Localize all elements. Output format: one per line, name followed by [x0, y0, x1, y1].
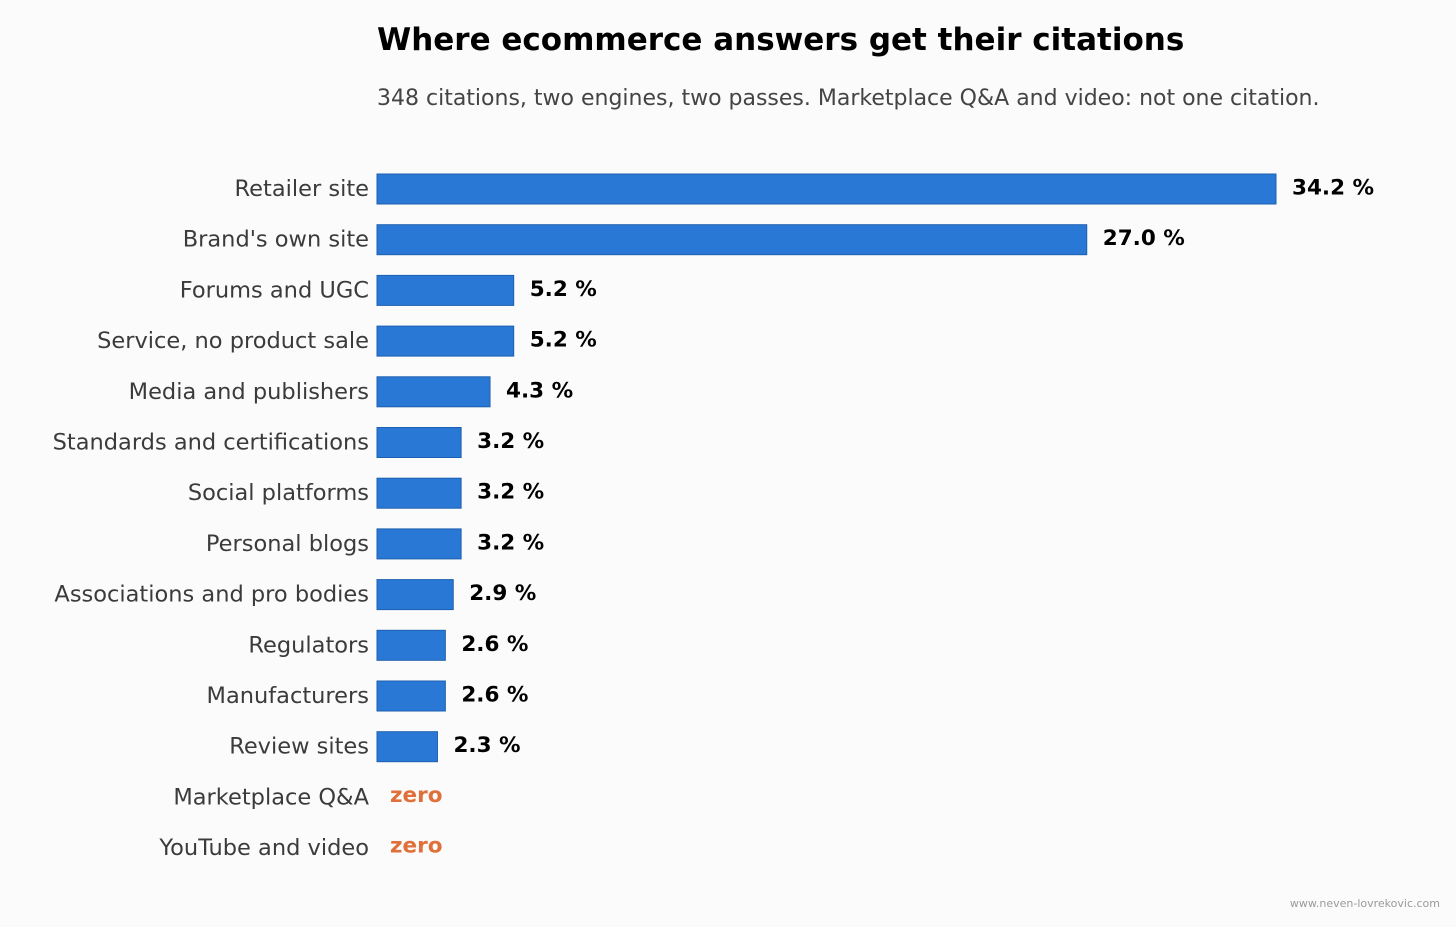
bar [376, 376, 491, 408]
category-label: Associations and pro bodies [54, 582, 369, 608]
bar [376, 528, 462, 560]
value-label: 5.2 % [530, 277, 597, 302]
category-label: Personal blogs [206, 531, 369, 557]
value-label: 3.2 % [477, 480, 544, 505]
category-label: Service, no product sale [97, 328, 369, 354]
chart-subtitle: 348 citations, two engines, two passes. … [377, 86, 1320, 111]
source-credit: www.neven-lovrekovic.com [1289, 897, 1440, 910]
category-label: Retailer site [235, 176, 369, 202]
value-label: 2.6 % [461, 632, 528, 657]
bar [376, 579, 454, 611]
bar [376, 173, 1277, 205]
category-label: Manufacturers [207, 683, 369, 709]
category-label: Regulators [248, 632, 369, 658]
bar [376, 427, 462, 458]
bar [376, 629, 446, 661]
zero-value-label: zero [390, 834, 442, 859]
category-label: Social platforms [188, 480, 369, 506]
category-label: Standards and certifications [53, 430, 369, 456]
zero-value-label: zero [390, 783, 442, 808]
bar [376, 680, 446, 712]
chart-title: Where ecommerce answers get their citati… [377, 22, 1185, 58]
bar [376, 731, 438, 763]
category-label: Review sites [229, 734, 369, 760]
bar [376, 274, 515, 306]
value-label: 2.3 % [453, 733, 520, 758]
value-label: 3.2 % [477, 530, 544, 555]
value-label: 5.2 % [530, 328, 597, 353]
value-label: 4.3 % [506, 378, 573, 403]
bar [376, 325, 515, 357]
value-label: 2.9 % [469, 581, 536, 606]
category-label: Forums and UGC [180, 277, 369, 303]
value-label: 27.0 % [1103, 226, 1185, 251]
bar [376, 477, 462, 509]
category-label: Media and publishers [129, 379, 369, 405]
category-label: Marketplace Q&A [173, 784, 369, 810]
value-label: 2.6 % [461, 683, 528, 708]
category-label: YouTube and video [158, 835, 369, 861]
value-label: 3.2 % [477, 429, 544, 454]
value-label: 34.2 % [1292, 176, 1374, 201]
category-label: Brand's own site [183, 227, 369, 253]
bar [376, 224, 1088, 256]
